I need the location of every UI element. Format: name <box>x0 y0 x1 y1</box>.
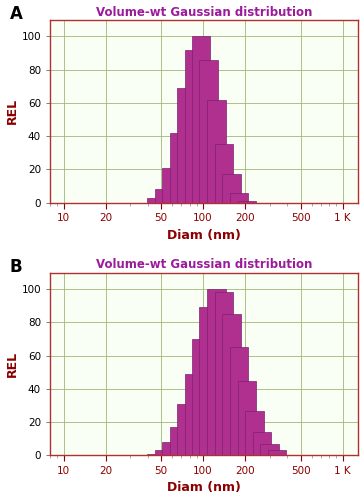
Bar <box>230 192 248 202</box>
Bar <box>192 36 210 202</box>
Y-axis label: REL: REL <box>5 98 19 124</box>
Bar <box>177 88 196 202</box>
X-axis label: Diam (nm): Diam (nm) <box>167 482 241 494</box>
Bar <box>177 404 196 456</box>
Bar <box>207 100 226 202</box>
Bar <box>207 289 226 456</box>
Text: A: A <box>10 5 23 23</box>
Title: Volume-wt Gaussian distribution: Volume-wt Gaussian distribution <box>96 6 312 18</box>
Title: Volume-wt Gaussian distribution: Volume-wt Gaussian distribution <box>96 258 312 272</box>
Bar <box>162 442 181 456</box>
Bar <box>268 450 286 456</box>
Bar <box>260 444 279 456</box>
Bar <box>185 374 203 456</box>
Bar <box>215 292 233 456</box>
X-axis label: Diam (nm): Diam (nm) <box>167 228 241 241</box>
Bar <box>192 339 210 456</box>
Bar <box>245 410 264 456</box>
Bar <box>253 432 271 456</box>
Bar <box>155 190 173 202</box>
Bar <box>170 133 188 202</box>
Bar <box>238 380 256 456</box>
Bar <box>170 427 188 456</box>
Bar <box>199 308 218 456</box>
Text: B: B <box>10 258 23 276</box>
Bar <box>215 144 233 203</box>
Bar <box>230 348 248 456</box>
Bar <box>162 168 181 202</box>
Bar <box>147 198 166 202</box>
Bar <box>222 314 241 456</box>
Bar <box>155 450 173 456</box>
Bar <box>238 201 256 202</box>
Bar <box>199 60 218 203</box>
Bar <box>185 50 203 203</box>
Y-axis label: REL: REL <box>5 351 19 377</box>
Bar <box>222 174 241 203</box>
Bar <box>147 454 166 456</box>
